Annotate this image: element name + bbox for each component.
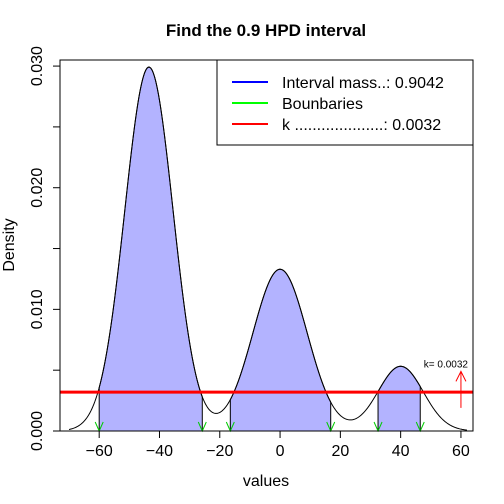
legend: Interval mass..: 0.9042 Bounbaries k ...… bbox=[216, 59, 474, 146]
hpd-region-2 bbox=[229, 268, 332, 432]
y-axis-title: Density bbox=[1, 218, 18, 271]
plot-layer: k= 0.0032 bbox=[60, 66, 473, 433]
x-tick-label-2: −20 bbox=[206, 443, 233, 460]
chart-title: Find the 0.9 HPD interval bbox=[166, 21, 366, 40]
k-arrow-head bbox=[455, 370, 467, 382]
hpd-region-1 bbox=[98, 66, 203, 432]
x-tick-label-4: 20 bbox=[331, 443, 349, 460]
axes-layer: −60 −40 −20 0 20 40 60 0.000 0.010 0.020 0.030 bbox=[29, 46, 474, 460]
y-tick-label-0: 0.000 bbox=[29, 411, 46, 451]
x-tick-label-3: 0 bbox=[276, 443, 285, 460]
k-annotation: k= 0.0032 bbox=[424, 360, 469, 371]
y-tick-label-3: 0.030 bbox=[29, 46, 46, 86]
legend-label-interval: Interval mass..: 0.9042 bbox=[282, 75, 444, 92]
x-tick-label-0: −60 bbox=[86, 443, 113, 460]
x-tick-label-5: 40 bbox=[392, 443, 410, 460]
y-tick-label-1: 0.010 bbox=[29, 289, 46, 329]
x-tick-label-6: 60 bbox=[452, 443, 470, 460]
x-tick-label-1: −40 bbox=[146, 443, 173, 460]
y-tick-label-2: 0.020 bbox=[29, 168, 46, 208]
legend-label-k: k ....................: 0.0032 bbox=[282, 117, 441, 134]
x-axis-title: values bbox=[243, 473, 289, 490]
legend-label-boundaries: Bounbaries bbox=[282, 96, 363, 113]
density-curve bbox=[68, 66, 468, 431]
